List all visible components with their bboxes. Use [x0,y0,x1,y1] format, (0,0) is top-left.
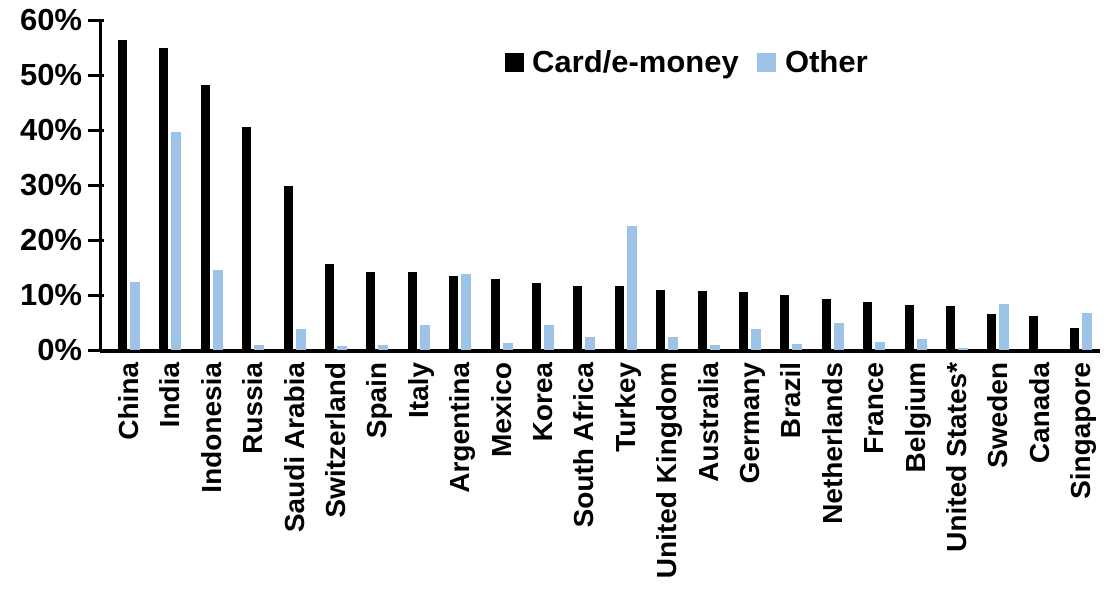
legend-label-card-e-money: Card/e-money [532,44,739,79]
x-label-saudi-arabia: Saudi Arabia [278,362,310,533]
y-tick-label-20: 20% [19,222,82,257]
bar-united-kingdom-card-e-money [656,289,666,350]
bar-korea-other [544,324,554,350]
y-tick-mark-60 [88,19,104,22]
bar-australia-other [709,344,720,350]
bar-switzerland-other [337,345,347,350]
x-label-sweden: Sweden [982,362,1014,468]
bar-germany-card-e-money [739,292,748,350]
x-label-brazil: Brazil [775,362,807,439]
x-label-indonesia: Indonesia [195,362,227,493]
bar-china-other [130,282,140,350]
y-tick-mark-0 [88,349,104,352]
x-label-turkey: Turkey [609,362,641,452]
x-label-netherlands: Netherlands [816,362,848,524]
bar-brazil-other [792,343,803,350]
bar-united-kingdom-other [668,336,679,350]
bar-south-africa-other [585,336,596,350]
y-tick-mark-50 [88,74,104,77]
x-label-belgium: Belgium [899,362,931,473]
x-label-canada: Canada [1023,362,1055,464]
bar-spain-other [378,344,389,350]
bar-france-other [875,341,886,350]
x-label-united-states: United States* [941,362,972,552]
bar-south-africa-card-e-money [573,285,583,350]
bar-canada-card-e-money [1028,316,1038,350]
bar-sweden-other [999,304,1010,350]
x-label-argentina: Argentina [444,362,476,493]
x-label-switzerland: Switzerland [320,362,351,518]
bar-france-card-e-money [863,302,873,350]
y-tick-mark-30 [88,184,104,187]
x-label-korea: Korea [527,362,558,442]
bar-russia-other [254,344,265,350]
bar-china-card-e-money [118,40,127,350]
x-label-germany: Germany [734,362,765,484]
bar-mexico-card-e-money [490,279,500,350]
bar-germany-other [751,329,761,350]
bar-singapore-other [1082,312,1093,350]
bar-argentina-other [461,274,472,350]
bar-russia-card-e-money [242,126,252,350]
y-tick-mark-40 [88,129,104,132]
bar-korea-card-e-money [532,282,541,350]
bar-india-other [171,131,182,350]
legend-swatch-card-e-money [505,53,524,72]
bar-singapore-card-e-money [1070,328,1080,350]
bar-italy-card-e-money [407,272,417,350]
bar-united-states-other [958,348,968,350]
x-label-united-kingdom: United Kingdom [651,362,683,579]
bar-belgium-other [916,339,927,350]
bar-switzerland-card-e-money [325,264,334,350]
y-tick-mark-20 [88,239,104,242]
x-label-france: France [858,362,890,454]
y-tick-label-10: 10% [19,277,82,312]
bar-belgium-card-e-money [904,305,914,350]
x-label-spain: Spain [361,362,393,439]
y-tick-mark-10 [88,294,104,297]
x-label-australia: Australia [692,362,724,482]
x-label-south-africa: South Africa [568,362,600,528]
y-tick-label-30: 30% [19,167,82,202]
bar-saudi-arabia-card-e-money [283,185,293,350]
x-axis-line [100,349,1100,353]
bar-indonesia-other [212,270,223,350]
bar-italy-other [419,324,430,350]
x-label-mexico: Mexico [485,362,517,457]
bar-mexico-other [502,342,513,350]
bar-india-card-e-money [159,47,169,350]
bar-saudi-arabia-other [295,328,306,350]
bar-netherlands-card-e-money [821,299,831,350]
y-tick-label-60: 60% [19,2,82,37]
x-label-russia: Russia [237,362,269,454]
bar-netherlands-other [833,323,844,350]
x-label-italy: Italy [402,362,434,419]
x-label-china: China [113,362,144,440]
x-label-singapore: Singapore [1065,362,1097,499]
bar-turkey-card-e-money [614,286,624,350]
bar-spain-card-e-money [366,271,376,350]
bar-argentina-card-e-money [449,276,459,350]
y-tick-label-0: 0% [37,332,82,367]
x-label-india: India [154,362,186,428]
bar-indonesia-card-e-money [200,84,210,350]
bar-australia-card-e-money [697,291,707,350]
legend-swatch-other [757,53,776,72]
legend: Card/e-money Other [0,44,1112,80]
bar-sweden-card-e-money [987,313,997,350]
bar-united-states-card-e-money [946,306,955,350]
bar-turkey-other [626,226,637,350]
bar-brazil-card-e-money [780,295,790,350]
legend-label-other: Other [785,44,868,79]
y-tick-label-50: 50% [19,57,82,92]
y-tick-label-40: 40% [19,112,82,147]
